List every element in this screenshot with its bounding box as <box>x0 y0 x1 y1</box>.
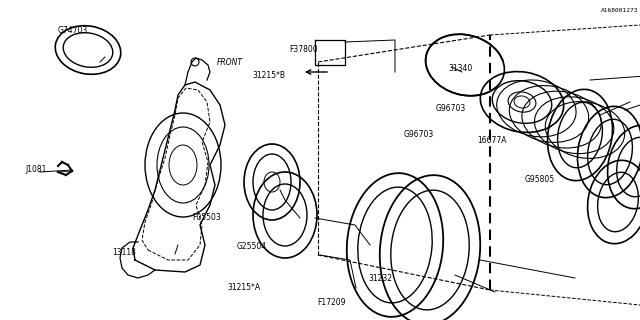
Text: G74703: G74703 <box>58 26 88 35</box>
Text: 16677A: 16677A <box>477 136 506 145</box>
Text: F17209: F17209 <box>317 298 346 307</box>
Text: G95805: G95805 <box>525 175 555 184</box>
Text: G96703: G96703 <box>435 104 465 113</box>
Text: 31215*B: 31215*B <box>253 71 286 80</box>
Text: 13118: 13118 <box>112 248 136 257</box>
Text: 31340: 31340 <box>448 64 472 73</box>
Text: J1081: J1081 <box>26 165 47 174</box>
Text: 31232: 31232 <box>368 274 392 283</box>
Text: A168001273: A168001273 <box>601 8 639 13</box>
Text: 31215*A: 31215*A <box>227 284 260 292</box>
Text: F37800: F37800 <box>289 45 318 54</box>
Text: F05503: F05503 <box>192 213 221 222</box>
Text: FRONT: FRONT <box>216 58 243 67</box>
Text: G25504: G25504 <box>237 242 267 251</box>
Text: G96703: G96703 <box>403 130 433 139</box>
